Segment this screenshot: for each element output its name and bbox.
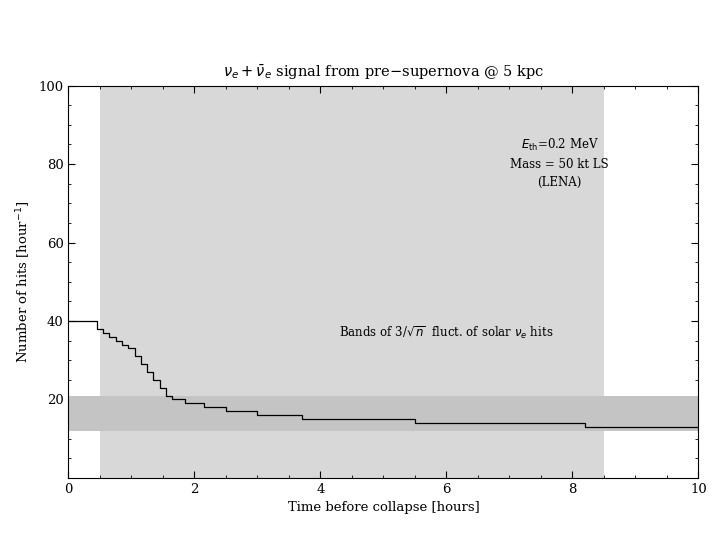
Bar xyxy=(68,395,698,431)
Text: $E_{\rm th}$=0.2 MeV
Mass = 50 kt LS
(LENA): $E_{\rm th}$=0.2 MeV Mass = 50 kt LS (LE… xyxy=(510,137,609,189)
Bar xyxy=(100,86,604,478)
Title: $\nu_e+\bar{\nu}_e$ signal from pre−supernova @ 5 kpc: $\nu_e+\bar{\nu}_e$ signal from pre−supe… xyxy=(222,63,544,82)
Text: During Si-burning phase 1 neutron/day/kiloton of water 1kpc distance: During Si-burning phase 1 neutron/day/ki… xyxy=(17,16,703,33)
X-axis label: Time before collapse [hours]: Time before collapse [hours] xyxy=(287,501,480,514)
Y-axis label: Number of hits [hour$^{-1}$]: Number of hits [hour$^{-1}$] xyxy=(14,200,33,363)
Text: Bands of 3/$\sqrt{n}$  fluct. of solar $\nu_e$ hits: Bands of 3/$\sqrt{n}$ fluct. of solar $\… xyxy=(339,325,554,341)
